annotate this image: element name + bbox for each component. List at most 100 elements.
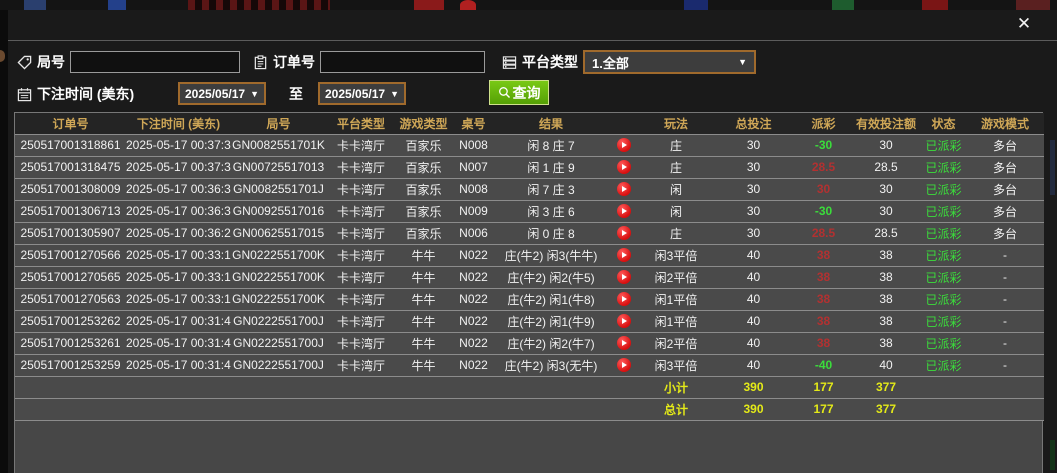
table-row: 250517001318861 2025-05-17 00:37:37 GN0082… — [15, 134, 1044, 157]
cell-status: 已派彩 — [921, 222, 966, 245]
cell-payout: -30 — [796, 200, 851, 223]
cell-replay — [606, 178, 641, 201]
subtotal-row-label: 小计 — [641, 376, 711, 399]
column-header-payout: 派彩 — [796, 113, 851, 135]
cell-empty — [326, 376, 396, 399]
replay-play-icon[interactable] — [616, 160, 631, 175]
replay-play-icon[interactable] — [616, 270, 631, 285]
chevron-down-icon: ▼ — [738, 57, 747, 67]
replay-play-icon[interactable] — [616, 292, 631, 307]
platform-select[interactable]: 1.全部 ▼ — [583, 50, 756, 74]
cell-game-type: 牛牛 — [396, 354, 451, 377]
replay-play-icon[interactable] — [616, 314, 631, 329]
cell-bet-time: 2025-05-17 00:36:26 — [126, 222, 231, 245]
round-input[interactable] — [70, 51, 240, 73]
cell-valid-bet: 30 — [851, 134, 921, 157]
cell-status: 已派彩 — [921, 200, 966, 223]
cell-replay — [606, 156, 641, 179]
cell-replay — [606, 288, 641, 311]
cell-empty — [396, 376, 451, 399]
cell-play-type: 闲1平倍 — [641, 288, 711, 311]
cell-game-mode: - — [966, 244, 1044, 267]
cell-total-bet: 40 — [711, 266, 796, 289]
cell-empty — [451, 376, 496, 399]
cell-result: 庄(牛2) 闲2(牛5) — [496, 266, 606, 289]
cell-payout: 38 — [796, 288, 851, 311]
cell-round-id: GN0222551700K — [231, 266, 326, 289]
cell-empty — [15, 398, 126, 421]
cell-valid-bet: 30 — [851, 178, 921, 201]
cell-round-id: GN0082551701K — [231, 134, 326, 157]
cell-replay — [606, 310, 641, 333]
cell-table-no: N008 — [451, 134, 496, 157]
cell-platform-type: 卡卡湾厅 — [326, 244, 396, 267]
cell-game-mode: - — [966, 332, 1044, 355]
background-artifact — [460, 0, 476, 10]
replay-play-icon[interactable] — [616, 182, 631, 197]
column-header-platform-type: 平台类型 — [326, 113, 396, 135]
cell-play-type: 闲3平倍 — [641, 244, 711, 267]
cell-platform-type: 卡卡湾厅 — [326, 332, 396, 355]
calendar-icon — [17, 87, 32, 102]
cell-table-no: N022 — [451, 288, 496, 311]
cell-total-bet: 40 — [711, 310, 796, 333]
cell-order-id: 250517001270563 — [15, 288, 126, 311]
date-to-label: 至 — [289, 86, 303, 102]
date-to-select[interactable]: 2025/05/17 ▼ — [318, 82, 406, 105]
cell-empty — [966, 376, 1044, 399]
column-header-table-no: 桌号 — [451, 113, 496, 135]
background-artifact — [1050, 140, 1055, 195]
replay-play-icon[interactable] — [616, 226, 631, 241]
cell-order-id: 250517001253259 — [15, 354, 126, 377]
cell-bet-time: 2025-05-17 00:31:45 — [126, 332, 231, 355]
cell-empty — [396, 398, 451, 421]
table-header-row: 订单号 下注时间 (美东) 局号 平台类型 游戏类型 桌号 结果 玩法 总投注 派彩 有效投注额 状态… — [15, 113, 1044, 135]
cell-platform-type: 卡卡湾厅 — [326, 200, 396, 223]
cell-replay — [606, 354, 641, 377]
cell-result: 闲 8 庄 7 — [496, 134, 606, 157]
total-row-valid-bet: 377 — [851, 398, 921, 421]
background-artifact — [188, 0, 330, 10]
cell-table-no: N007 — [451, 156, 496, 179]
cell-valid-bet: 28.5 — [851, 222, 921, 245]
background-artifact — [414, 0, 444, 10]
close-icon[interactable]: ✕ — [1016, 14, 1032, 33]
cell-result: 庄(牛2) 闲3(无牛) — [496, 354, 606, 377]
cell-game-type: 百家乐 — [396, 178, 451, 201]
cell-result: 闲 0 庄 8 — [496, 222, 606, 245]
cell-status: 已派彩 — [921, 310, 966, 333]
cell-game-type: 百家乐 — [396, 200, 451, 223]
column-header-total-bet: 总投注 — [711, 113, 796, 135]
cell-total-bet: 40 — [711, 288, 796, 311]
total-row-total-bet: 390 — [711, 398, 796, 421]
order-input[interactable] — [320, 51, 485, 73]
cell-play-type: 闲2平倍 — [641, 332, 711, 355]
cell-platform-type: 卡卡湾厅 — [326, 178, 396, 201]
cell-status: 已派彩 — [921, 288, 966, 311]
cell-empty — [606, 376, 641, 399]
subtotal-row-valid-bet: 377 — [851, 376, 921, 399]
cell-play-type: 庄 — [641, 156, 711, 179]
cell-game-type: 牛牛 — [396, 266, 451, 289]
date-to-value: 2025/05/17 — [325, 86, 386, 101]
cell-status: 已派彩 — [921, 354, 966, 377]
replay-play-icon[interactable] — [616, 248, 631, 263]
replay-play-icon[interactable] — [616, 358, 631, 373]
replay-play-icon[interactable] — [616, 204, 631, 219]
table-row: 250517001253261 2025-05-17 00:31:45 GN0222… — [15, 332, 1044, 355]
cell-bet-time: 2025-05-17 00:31:45 — [126, 310, 231, 333]
cell-game-type: 牛牛 — [396, 310, 451, 333]
cell-table-no: N022 — [451, 244, 496, 267]
server-list-icon — [502, 55, 517, 70]
cell-game-mode: - — [966, 266, 1044, 289]
cell-replay — [606, 222, 641, 245]
column-header-valid-bet: 有效投注额 — [851, 113, 921, 135]
replay-play-icon[interactable] — [616, 336, 631, 351]
search-button[interactable]: 查询 — [489, 80, 549, 105]
table-row: 250517001270566 2025-05-17 00:33:15 GN0222… — [15, 244, 1044, 267]
cell-play-type: 闲 — [641, 200, 711, 223]
cell-order-id: 250517001270565 — [15, 266, 126, 289]
date-from-select[interactable]: 2025/05/17 ▼ — [178, 82, 266, 105]
cell-empty — [921, 376, 966, 399]
replay-play-icon[interactable] — [616, 138, 631, 153]
